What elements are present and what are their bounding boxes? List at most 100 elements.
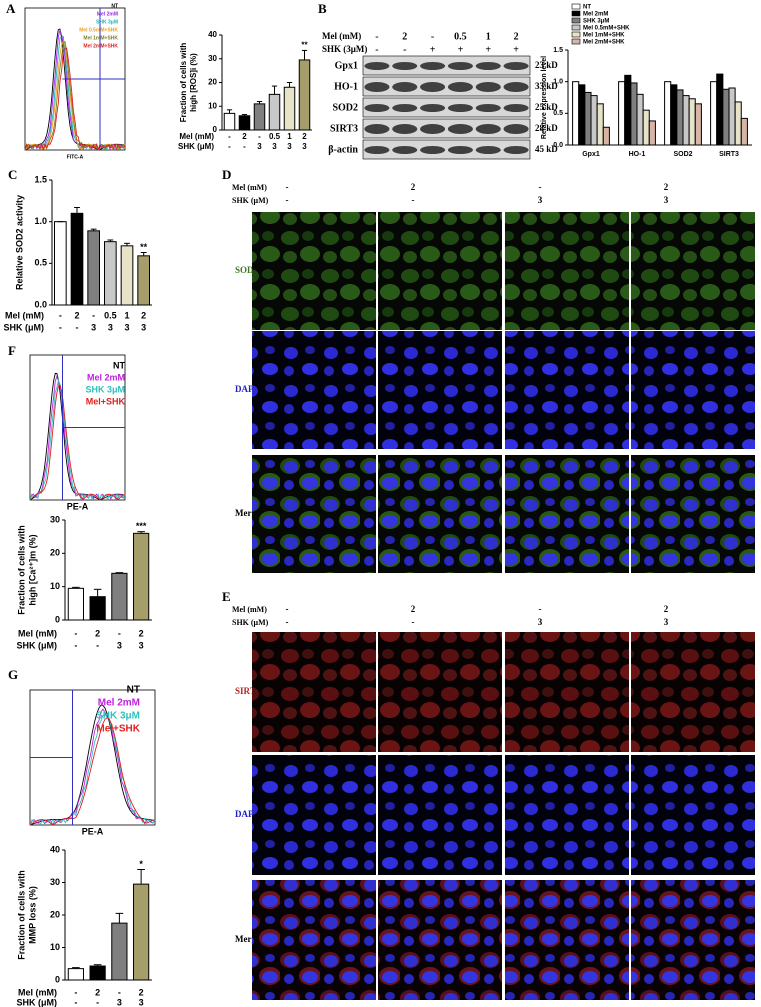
histogram-curve: [29, 704, 156, 826]
y-axis-label: Relative expression level: [541, 56, 548, 139]
blot-band: [420, 62, 446, 70]
row-label: SOD2: [235, 265, 259, 275]
panel-label: E: [222, 589, 231, 604]
legend-swatch: [571, 3, 581, 10]
header-value: -: [539, 604, 542, 614]
blot-band: [420, 104, 446, 112]
x-row-value: -: [76, 322, 79, 332]
blot-band: [392, 104, 418, 112]
blot-band: [475, 82, 501, 92]
panel-label: A: [6, 1, 16, 16]
bar: [89, 596, 106, 621]
band-name: SIRT3: [330, 123, 358, 134]
x-row-value: 2: [242, 132, 247, 141]
blot-band: [392, 82, 418, 92]
legend-label: NT: [127, 685, 140, 696]
x-row-value: 3: [272, 142, 277, 151]
bar: [648, 120, 656, 146]
band-name: Gpx1: [335, 60, 358, 71]
y-axis-label: MMP loss (%): [27, 886, 37, 944]
blot-band: [447, 62, 473, 70]
bar: [87, 230, 101, 306]
bar: [584, 91, 592, 146]
blot-band: [364, 124, 390, 134]
x-row-value: 3: [287, 142, 292, 151]
micrograph: [505, 632, 629, 752]
bar: [70, 212, 84, 306]
y-tick-label: 0.5: [553, 110, 563, 117]
bar: [740, 117, 748, 146]
panel-label: C: [8, 167, 17, 182]
legend-swatch: [571, 31, 581, 38]
header-value: -: [286, 182, 289, 192]
legend-label: Mel+SHK: [86, 396, 126, 406]
x-row-value: 3: [139, 640, 144, 650]
header-value: 3: [538, 195, 543, 205]
blot-header-label: SHK (3μM): [322, 44, 367, 54]
y-tick-label: 30: [50, 514, 60, 524]
bar: [710, 81, 718, 146]
x-tick-label: SOD2: [673, 151, 692, 158]
panel-label: G: [8, 667, 18, 682]
bar: [682, 95, 690, 146]
y-axis-label: Fraction of cells with: [16, 525, 26, 615]
legend-label: NT: [583, 5, 591, 11]
legend-label: Mel 2mM+SHK: [83, 43, 118, 49]
x-row-value: -: [74, 628, 77, 638]
x-row-value: 3: [91, 322, 96, 332]
blot-band: [392, 146, 418, 154]
bar: [111, 922, 128, 981]
blot-header: -: [403, 44, 406, 55]
x-row-value: -: [243, 142, 246, 151]
y-tick-label: 30: [208, 54, 217, 63]
x-row-value: -: [74, 640, 77, 650]
blot-band: [420, 124, 446, 134]
blot-header: +: [513, 44, 519, 55]
blot-band: [364, 82, 390, 92]
x-row-value: -: [228, 142, 231, 151]
significance: **: [301, 41, 308, 50]
x-row-label: Mel (mM): [5, 310, 44, 320]
blot-strip: [362, 55, 531, 76]
x-row-value: -: [59, 322, 62, 332]
y-tick-label: 40: [50, 844, 60, 854]
y-tick-label: 30: [50, 877, 60, 887]
micrograph: [631, 755, 755, 875]
legend-swatch: [571, 24, 581, 31]
micrograph: [378, 212, 502, 330]
micrograph: [378, 331, 502, 449]
legend-label: Mel 2mM: [87, 372, 125, 382]
y-tick-label: 0: [213, 125, 218, 134]
blot-band: [420, 146, 446, 154]
y-tick-label: 40: [208, 30, 217, 39]
header-label: SHK (μM): [232, 618, 269, 627]
legend-label: Mel 2mM: [583, 12, 608, 18]
bar: [578, 84, 586, 146]
header-value: -: [286, 617, 289, 627]
header-value: 2: [664, 604, 669, 614]
blot-band: [475, 104, 501, 112]
bar: [111, 572, 128, 621]
blot-band: [447, 82, 473, 92]
x-row-value: 2: [95, 628, 100, 638]
bar: [618, 81, 626, 146]
bar: [624, 74, 632, 146]
blot-band: [475, 146, 501, 154]
blot-header: 1: [486, 31, 491, 42]
x-row-value: 3: [141, 322, 146, 332]
row-label: SIRT3: [235, 686, 261, 696]
x-row-value: 3: [117, 997, 122, 1007]
blot-band: [364, 146, 390, 154]
legend-label: SHK 3μM: [96, 711, 140, 722]
band-name: HO-1: [334, 81, 358, 92]
header-value: 3: [664, 617, 669, 627]
bar: [670, 84, 678, 146]
header-value: -: [412, 195, 415, 205]
bar: [596, 103, 604, 146]
x-row-value: 2: [74, 310, 79, 320]
x-row-label: SHK (μM): [17, 997, 58, 1007]
bar: [716, 73, 724, 146]
x-axis-label: PE-A: [67, 501, 89, 511]
micrograph: [252, 455, 376, 573]
band-size: 45 kD: [535, 144, 558, 154]
